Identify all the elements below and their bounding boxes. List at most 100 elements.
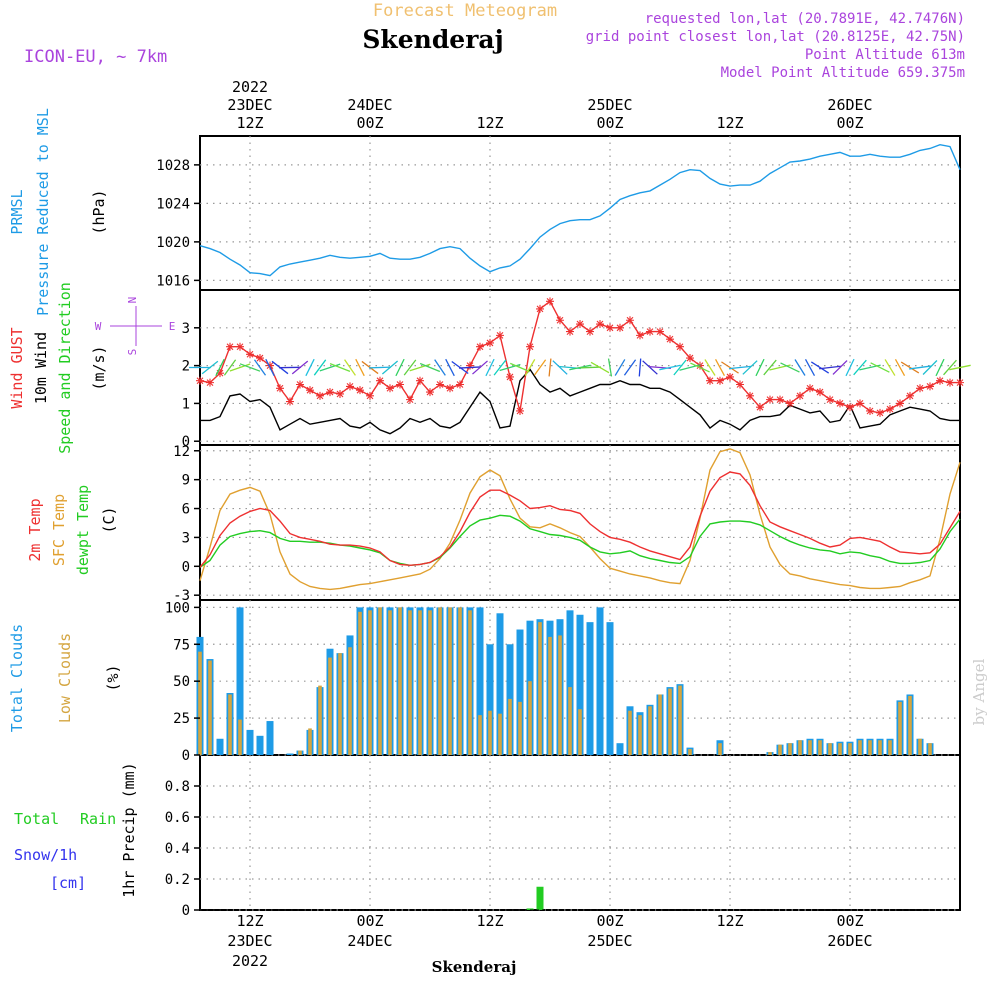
- wind-arrow: [871, 363, 890, 372]
- low-cloud-bar: [898, 702, 902, 755]
- gust-marker: [586, 328, 594, 336]
- wind-arrow: [674, 360, 686, 375]
- gust-marker: [676, 343, 684, 351]
- low-cloud-bar: [428, 610, 432, 755]
- wind-speed-line: [200, 369, 960, 433]
- gust-marker: [946, 379, 954, 387]
- y-tick-label: 75: [173, 637, 190, 653]
- wind-arrow: [936, 359, 944, 376]
- gust-marker: [736, 381, 744, 389]
- x-tick-label-bottom: 12Z: [476, 912, 503, 930]
- total-cloud-bar: [597, 607, 604, 755]
- gridpoint-coords: grid point closest lon,lat (20.8125E, 42…: [586, 29, 965, 45]
- wind-arrow: [459, 367, 481, 368]
- gust-marker: [286, 398, 294, 406]
- low-cloud-bar: [848, 743, 852, 755]
- gust-marker: [246, 350, 254, 358]
- low-cloud-bar: [868, 740, 872, 755]
- temp-unit: (C): [100, 506, 118, 533]
- pressure-panel-frame: [200, 136, 960, 290]
- y-tick-label: 1020: [156, 235, 190, 251]
- x-tick-label-bottom: 00Z: [836, 912, 863, 930]
- gust-marker: [206, 379, 214, 387]
- low-cloud-bar: [718, 743, 722, 755]
- precip-label-rain: Rain: [80, 810, 116, 828]
- gust-marker: [546, 297, 554, 305]
- x-date-label-bottom: 25DEC: [587, 932, 632, 950]
- gust-marker: [686, 354, 694, 362]
- wind-arrow: [534, 360, 545, 375]
- wind-arrow: [806, 359, 815, 375]
- gust-marker: [596, 320, 604, 328]
- y-tick-label: 1016: [156, 273, 190, 289]
- gust-marker: [646, 328, 654, 336]
- gust-marker: [346, 382, 354, 390]
- x-date-label-top: 24DEC: [347, 96, 392, 114]
- x-tick-label-top: 00Z: [596, 114, 623, 132]
- gust-marker: [436, 381, 444, 389]
- gust-marker: [906, 392, 914, 400]
- low-cloud-bar: [298, 751, 302, 755]
- compass-west: W: [95, 320, 102, 333]
- wind-arrow: [369, 367, 391, 368]
- gust-marker: [526, 343, 534, 351]
- wind-arrow: [819, 366, 841, 369]
- low-cloud-bar: [568, 687, 572, 755]
- wind-gust-line: [200, 301, 960, 413]
- low-cloud-bar: [768, 752, 772, 755]
- low-cloud-bar: [688, 749, 692, 755]
- low-cloud-bar: [488, 711, 492, 755]
- x-date-label-bottom: 23DEC: [227, 932, 272, 950]
- y-tick-label: 0: [182, 903, 190, 919]
- y-tick-label: 0.8: [165, 779, 190, 795]
- low-cloud-bar: [468, 610, 472, 755]
- gust-marker: [826, 396, 834, 404]
- y-tick-label: 9: [182, 473, 190, 489]
- gust-marker: [916, 384, 924, 392]
- total-cloud-bar: [607, 622, 614, 755]
- low-cloud-bar: [398, 607, 402, 755]
- watermark: by Angel: [970, 658, 988, 725]
- gust-marker: [896, 399, 904, 407]
- axis-layer: 10161020102410280123-3036912025507510000…: [156, 78, 872, 970]
- low-cloud-bar: [558, 635, 562, 755]
- gust-marker: [456, 381, 464, 389]
- low-cloud-bar: [348, 647, 352, 755]
- y-tick-label: 3: [182, 530, 190, 546]
- temp-label-dewpt: dewpt Temp: [74, 485, 92, 575]
- x-date-label-top: 23DEC: [227, 96, 272, 114]
- low-cloud-bar: [538, 622, 542, 755]
- gust-marker: [236, 343, 244, 351]
- x-year-label-top: 2022: [232, 78, 268, 96]
- gust-marker: [776, 396, 784, 404]
- x-tick-label-top: 12Z: [476, 114, 503, 132]
- low-cloud-bar: [638, 715, 642, 755]
- wind-arrow: [615, 359, 625, 375]
- gust-marker: [876, 409, 884, 417]
- temp-label-2m: 2m Temp: [26, 498, 44, 561]
- wind-arrow: [639, 359, 640, 377]
- gust-marker: [316, 392, 324, 400]
- low-cloud-bar: [628, 711, 632, 755]
- wind-arrow: [224, 360, 235, 375]
- low-cloud-bar: [448, 607, 452, 755]
- x-tick-label-bottom: 00Z: [356, 912, 383, 930]
- low-cloud-bar: [918, 739, 922, 755]
- gust-marker: [426, 388, 434, 396]
- wind-arrow: [494, 360, 506, 375]
- wind-label-gust: Wind GUST: [8, 327, 26, 408]
- gust-marker: [706, 377, 714, 385]
- low-cloud-bar: [518, 702, 522, 755]
- wind-arrow: [705, 360, 715, 376]
- low-cloud-bar: [908, 696, 912, 755]
- x-tick-label-bottom: 12Z: [236, 912, 263, 930]
- gust-marker: [626, 316, 634, 324]
- gust-marker: [336, 390, 344, 398]
- precip-panel-frame: [200, 755, 960, 910]
- compass-north: N: [126, 297, 139, 304]
- gust-marker: [886, 405, 894, 413]
- temp-label-sfc: SFC Temp: [50, 494, 68, 566]
- gust-marker: [556, 316, 564, 324]
- wind-arrow: [345, 360, 356, 376]
- y-tick-label: 12: [173, 444, 190, 460]
